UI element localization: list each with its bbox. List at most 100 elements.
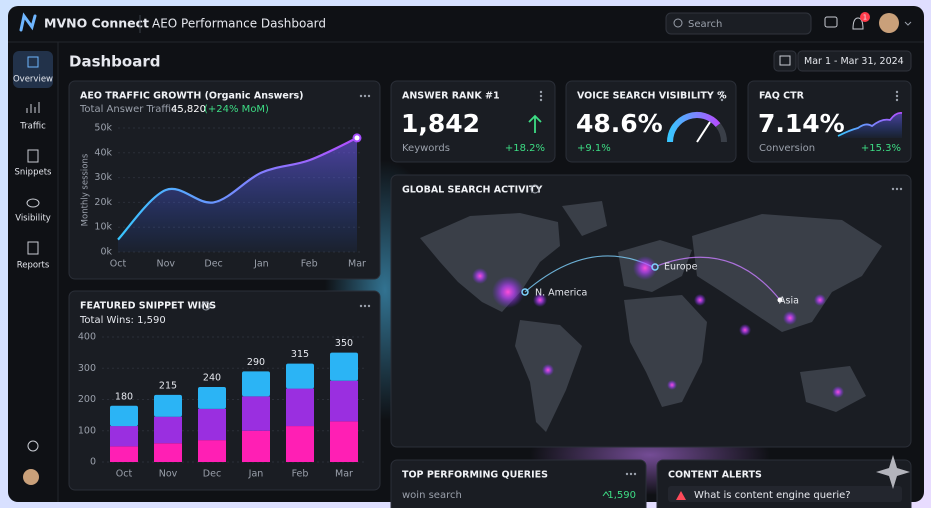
kpi-card — [390, 80, 556, 163]
up-arrow — [602, 491, 610, 497]
data-label: 180 — [115, 391, 133, 402]
card-title: AEO TRAFFIC GROWTH (Organic Answers) — [80, 91, 304, 102]
icon — [26, 102, 40, 113]
bar-segment — [154, 394, 182, 417]
bar-segment — [154, 416, 182, 444]
bar-segment — [242, 371, 270, 397]
bar-segment — [242, 430, 270, 462]
y-tick-label: 100 — [78, 425, 96, 436]
kpi-change: +15.3% — [861, 143, 901, 154]
nav-label[interactable]: Reports — [17, 261, 50, 271]
icon — [27, 241, 39, 255]
avatar[interactable] — [879, 13, 899, 33]
map-title: GLOBAL SEARCH ACTIVITY — [402, 185, 542, 196]
kpi-value: 48.6% — [576, 109, 663, 138]
search-box[interactable] — [665, 12, 812, 35]
line — [117, 136, 358, 241]
kpi-label: Conversion — [759, 143, 815, 154]
y-tick-label: 300 — [78, 363, 96, 374]
world-map — [420, 201, 882, 432]
kpi-title: ANSWER RANK #1 — [402, 91, 500, 102]
page-title: Dashboard — [69, 53, 160, 71]
y-tick-label: 40k — [94, 147, 112, 158]
total-value: 45,820 — [171, 104, 206, 115]
settings-icon[interactable] — [27, 440, 39, 452]
x-tick-label: Dec — [204, 259, 222, 270]
map-label: N. America — [535, 288, 587, 299]
sparkline — [837, 111, 903, 137]
nav-label[interactable]: Traffic — [19, 122, 46, 132]
y-axis-label: Monthly sessions — [81, 153, 91, 226]
line-area — [118, 137, 357, 252]
bar-segment — [330, 421, 358, 462]
alert-row[interactable] — [668, 486, 902, 502]
data-label: 240 — [203, 373, 221, 384]
x-tick-label: Mar — [348, 259, 366, 270]
bar-segment — [198, 440, 226, 462]
logo — [19, 12, 37, 32]
bar-segment — [242, 396, 270, 431]
alert-text: What is content engine querie? — [694, 490, 851, 501]
bar-segment — [198, 408, 226, 441]
up-arrow — [528, 114, 542, 133]
gauge-fill — [667, 111, 721, 143]
date-picker[interactable] — [797, 50, 912, 72]
x-tick-label: Nov — [157, 259, 176, 270]
gauge-needle — [696, 121, 711, 143]
warning-icon — [676, 491, 686, 500]
y-tick-label: 0k — [100, 247, 112, 258]
bar-segment — [330, 380, 358, 422]
bar-segment — [110, 426, 138, 447]
search-icon — [673, 18, 683, 28]
card-title: CONTENT ALERTS — [668, 470, 762, 481]
y-tick-label: 200 — [78, 394, 96, 405]
avatar[interactable] — [23, 469, 39, 485]
badge — [860, 12, 870, 22]
x-tick-label: Nov — [159, 469, 178, 480]
x-tick-label: Dec — [203, 469, 221, 480]
data-label: 290 — [247, 357, 265, 368]
kpi-change: +9.1% — [577, 143, 611, 154]
info-icon[interactable] — [530, 184, 540, 194]
y-tick-label: 400 — [78, 332, 96, 343]
calendar-icon — [779, 55, 791, 66]
query: woin search — [402, 490, 462, 501]
data-label: 315 — [291, 349, 309, 360]
total-label: Total Wins: 1,590 — [79, 315, 166, 326]
data-label: 350 — [335, 338, 353, 349]
nav-icons — [23, 56, 40, 485]
messages-icon[interactable] — [824, 16, 838, 28]
date-range[interactable]: Mar 1 - Mar 31, 2024 — [804, 56, 904, 67]
kpi-value: 1,842 — [401, 109, 480, 138]
nav-label[interactable]: Overview — [13, 75, 53, 85]
y-tick-label: 30k — [94, 172, 112, 183]
bar-segment — [286, 426, 314, 462]
bar-segment — [286, 388, 314, 427]
nav-label[interactable]: Snippets — [15, 168, 52, 178]
sparkle-icon — [876, 455, 910, 489]
nav-label[interactable]: Visibility — [15, 214, 51, 224]
kpi-card — [565, 80, 737, 163]
kpi-card — [747, 80, 912, 163]
notification-count: 1 — [863, 14, 867, 22]
search-placeholder[interactable]: Search — [688, 19, 722, 30]
x-tick-label: Mar — [335, 469, 353, 480]
kpi-title: FAQ CTR — [759, 91, 805, 102]
chevron — [904, 21, 912, 26]
icon — [27, 149, 39, 163]
kpi-change: +18.2% — [505, 143, 545, 154]
kpi-title: VOICE SEARCH VISIBILITY % — [577, 91, 727, 102]
x-tick-label: Jan — [253, 259, 269, 270]
x-tick-label: Feb — [292, 469, 309, 480]
bar-segment — [286, 363, 314, 389]
icon — [27, 56, 39, 68]
menu-dots[interactable] — [359, 90, 903, 476]
bell-icon[interactable] — [852, 17, 864, 30]
bar-segment — [198, 387, 226, 409]
header-title: AEO Performance Dashboard — [152, 17, 326, 31]
card-title: TOP PERFORMING QUERIES — [402, 470, 548, 481]
calendar-button[interactable] — [773, 50, 797, 72]
kpi-value: 7.14% — [758, 109, 845, 138]
info-icon[interactable] — [201, 301, 211, 311]
kpi-label: Keywords — [402, 143, 450, 154]
